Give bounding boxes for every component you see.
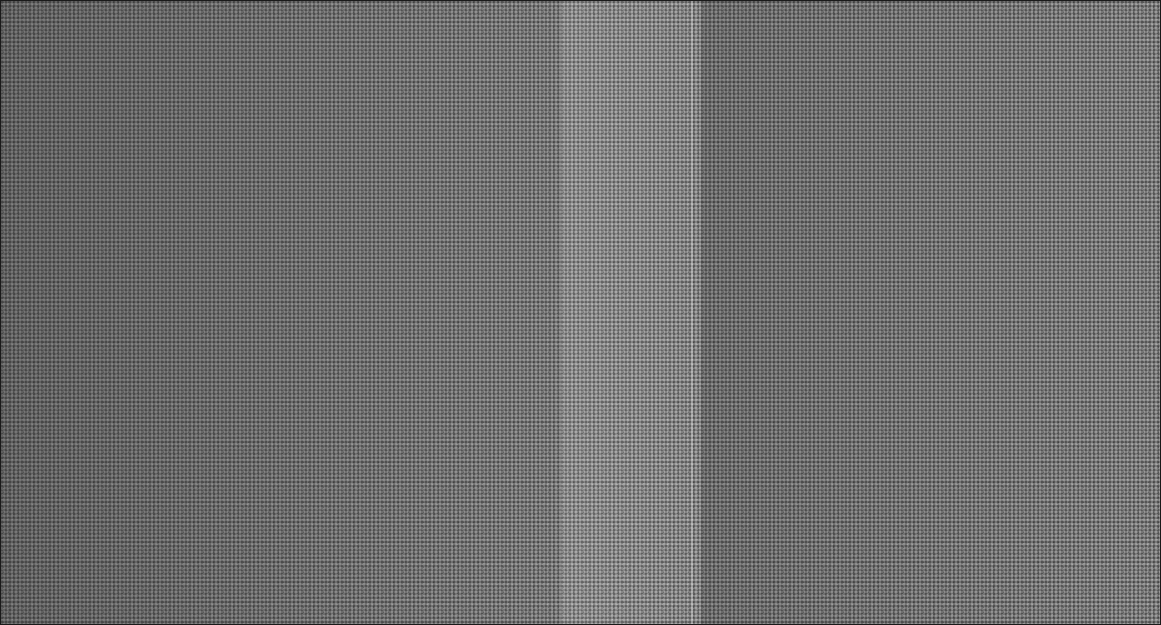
right-band [701,1,1160,624]
lighter-middle-band [561,1,701,624]
darker-left-band [1,1,561,624]
vertical-scan-seam [691,1,693,624]
